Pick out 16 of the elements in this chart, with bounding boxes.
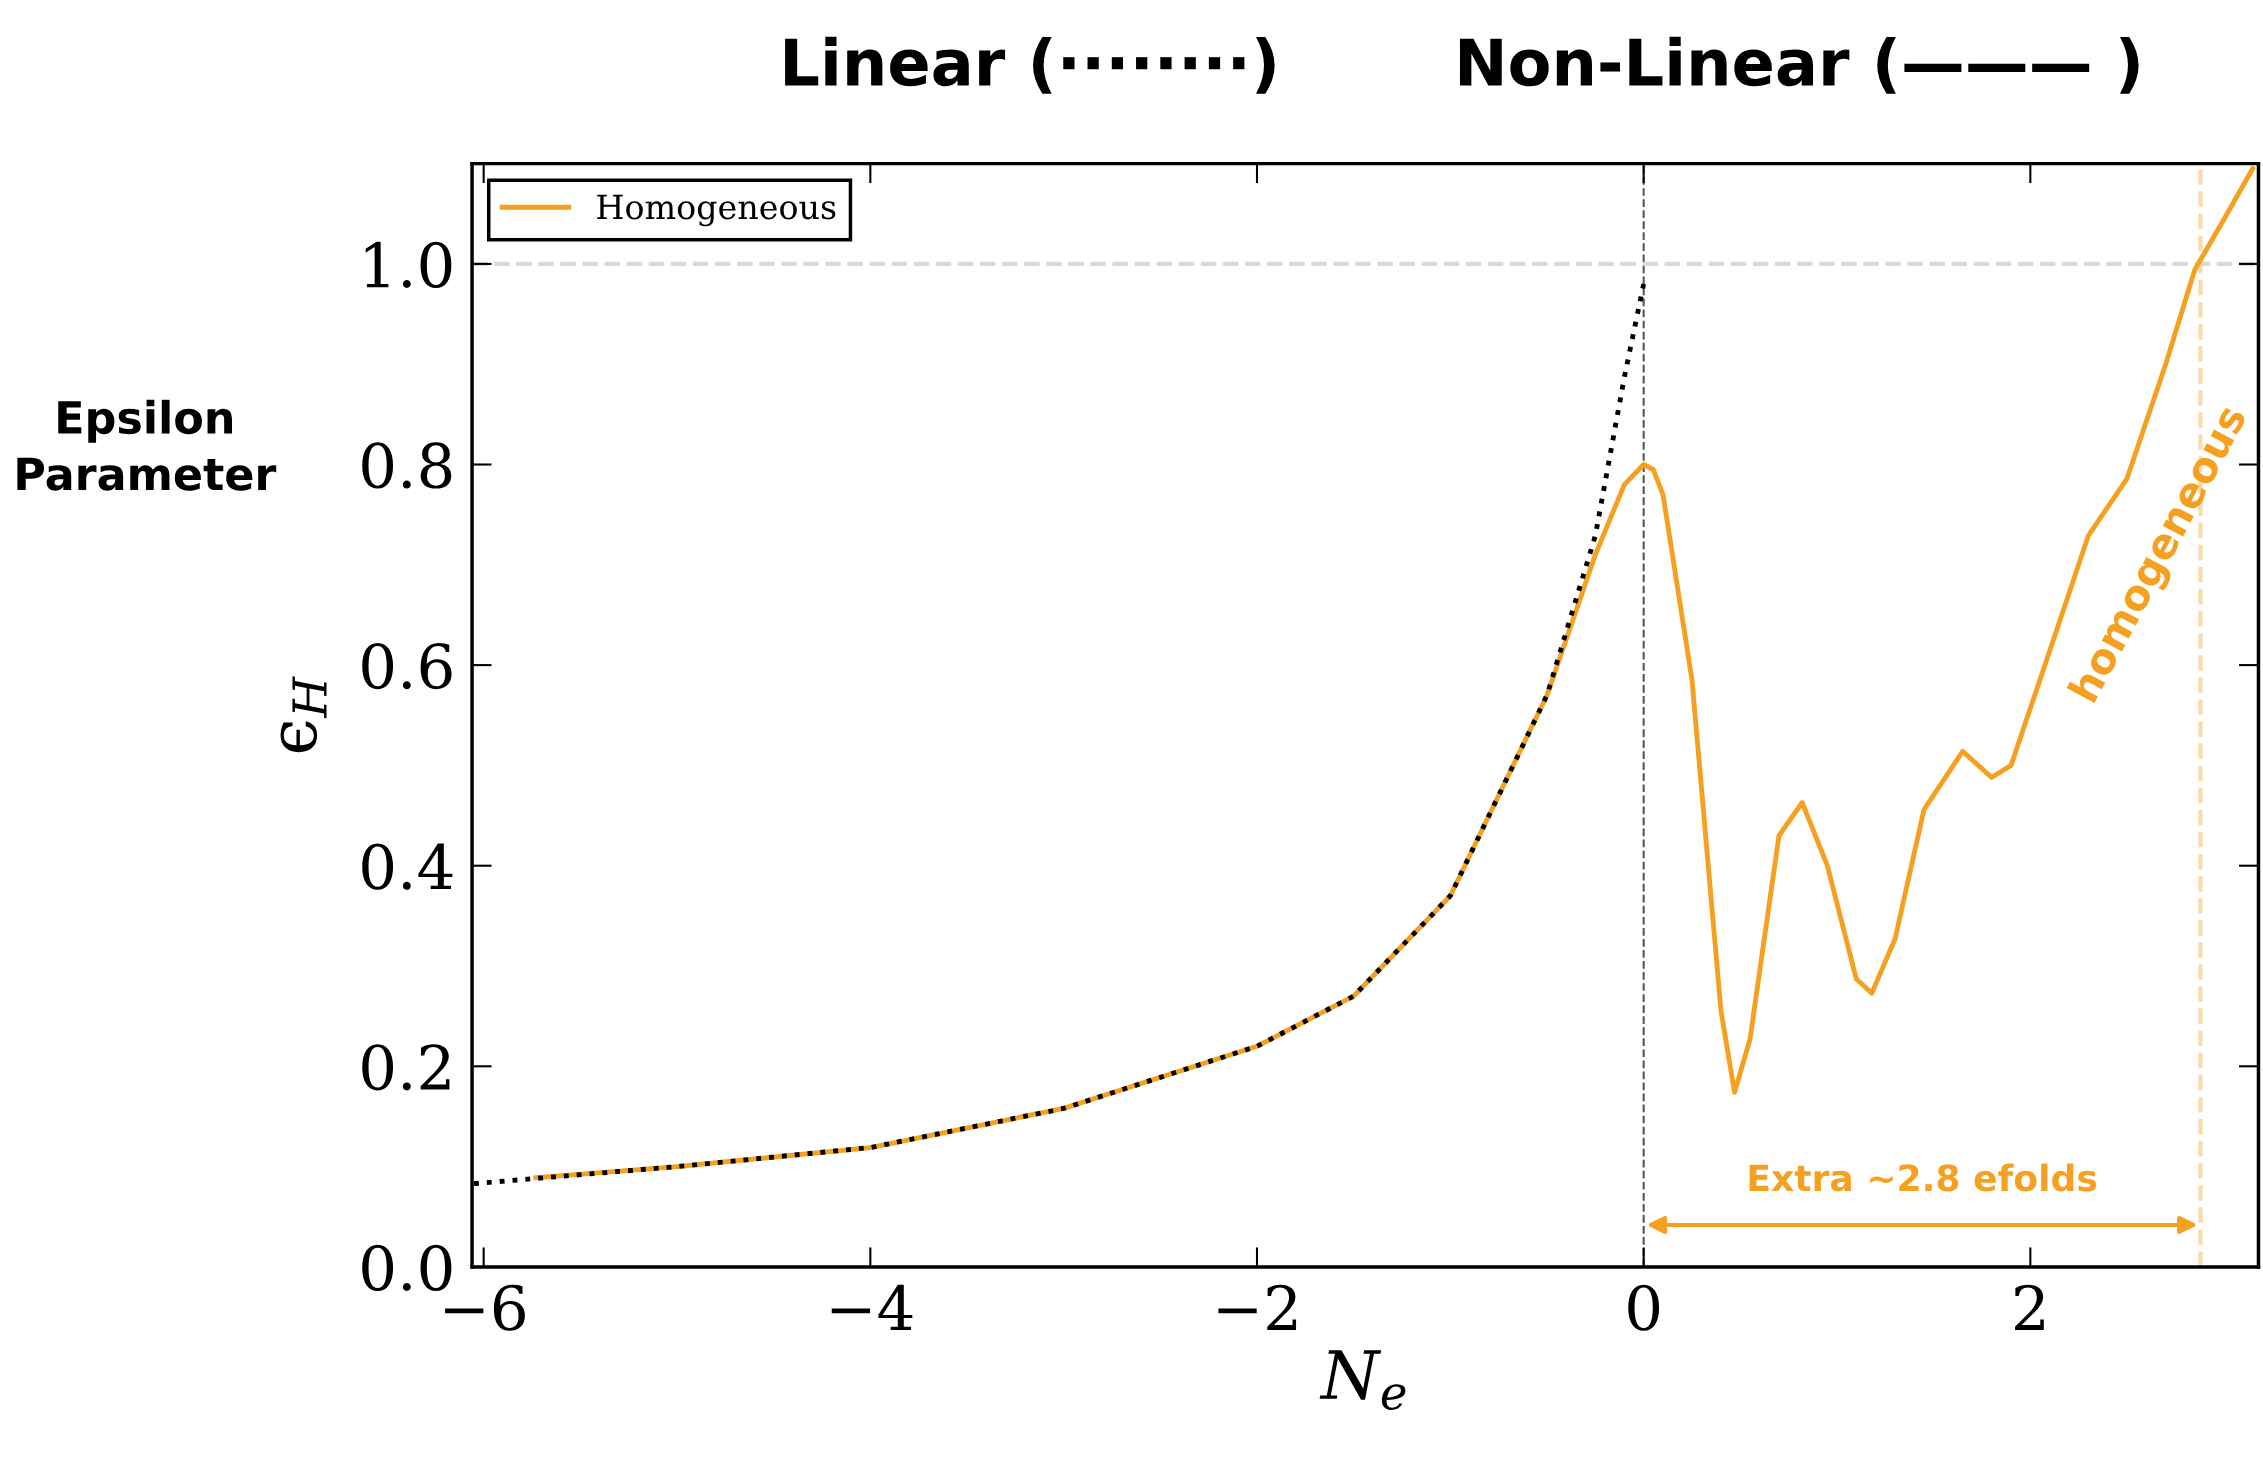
x-tick-label: 0 [1628, 1284, 1660, 1331]
legend-label: Homogeneous [597, 194, 836, 227]
x-tick-label: −4 [831, 1284, 913, 1330]
y-tick-label: 0.6 [362, 642, 452, 690]
y-tick-label: 1.0 [365, 241, 452, 288]
y-tick-label: 0.4 [362, 843, 453, 890]
text: Non-Linear (——— ) [1459, 36, 2139, 94]
y-tick-label: 0.8 [362, 442, 452, 489]
text: Linear (········) [785, 36, 1275, 94]
y-axis-title: ϵ$_{H}$ [280, 676, 327, 753]
x-tick-label: −2 [1218, 1284, 1297, 1330]
x-axis-title: N$_{e}$ [1319, 1350, 1406, 1410]
y-tick-label: 0.2 [362, 1044, 450, 1091]
text: Epsilon Parameter [17, 399, 277, 491]
x-tick-label: 2 [2015, 1284, 2044, 1330]
annotation: Extra ~2.8 efolds [1749, 1163, 2097, 1192]
